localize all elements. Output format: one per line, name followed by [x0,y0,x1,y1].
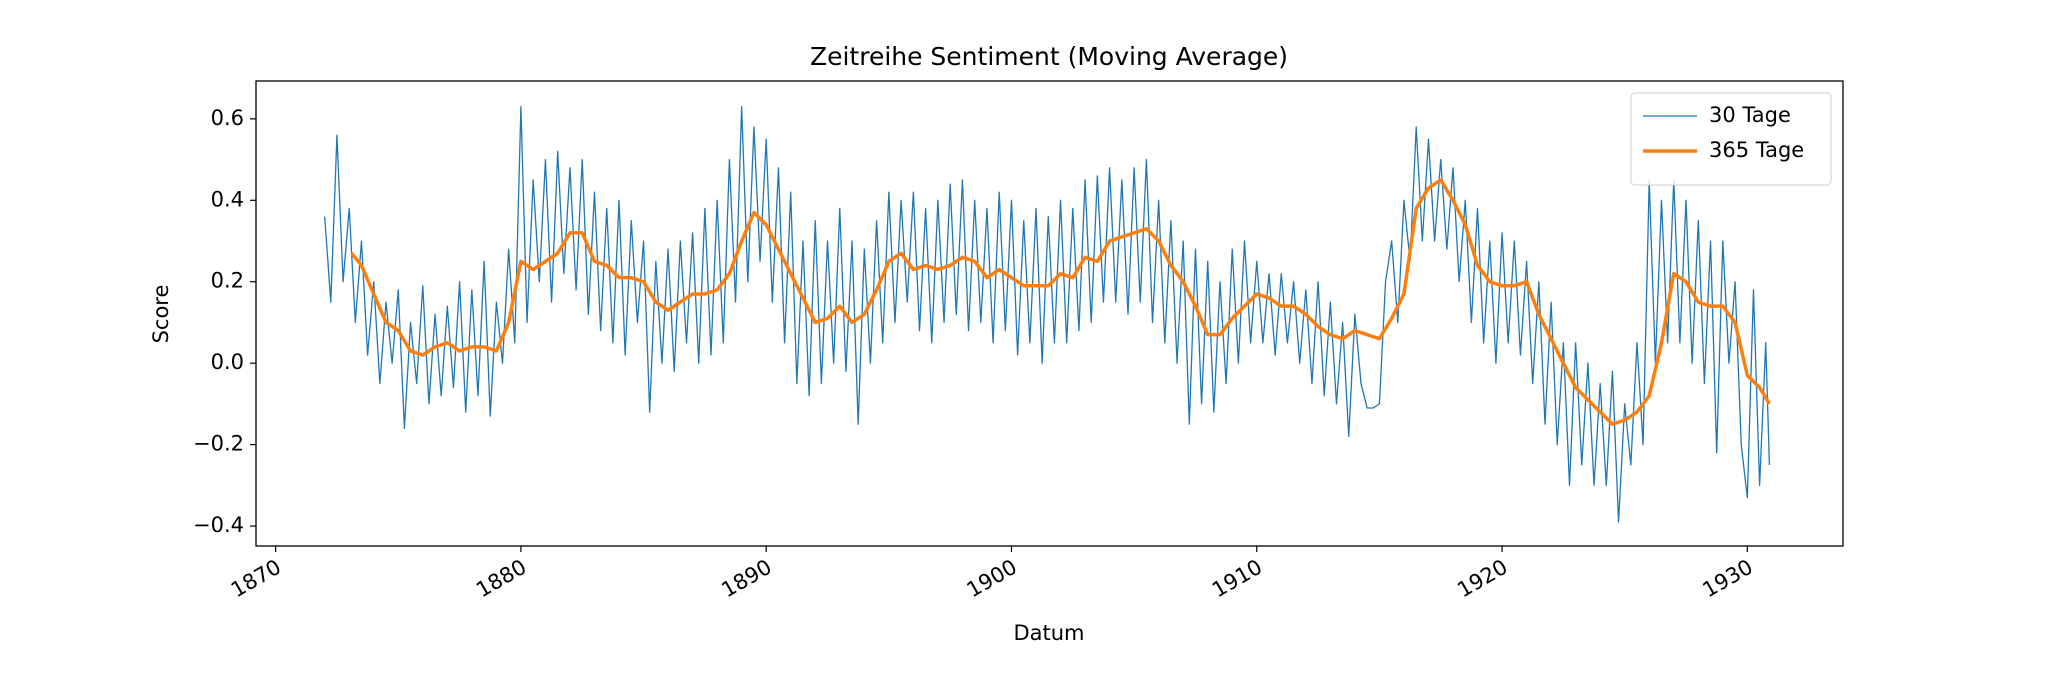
y-axis-label: Score [149,285,173,344]
chart-title: Zeitreihe Sentiment (Moving Average) [810,42,1288,71]
legend-label: 30 Tage [1709,103,1791,127]
y-tick-label: −0.4 [193,513,244,537]
legend-label: 365 Tage [1709,138,1804,162]
y-tick-label: 0.4 [211,187,244,211]
series-line [350,178,1771,426]
y-tick-label: 0.6 [211,106,244,130]
plot-area [324,106,1771,523]
plot-frame [255,80,1844,547]
y-tick-label: −0.2 [193,432,244,456]
y-tick-label: 0.2 [211,269,244,293]
legend: 30 Tage 365 Tage [1630,92,1832,186]
x-axis-label: Datum [1013,621,1084,645]
y-tick-label: 0.0 [211,350,244,374]
